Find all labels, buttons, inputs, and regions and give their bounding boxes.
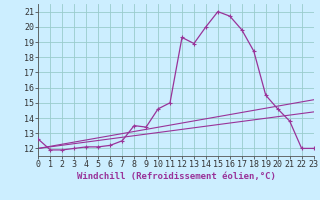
X-axis label: Windchill (Refroidissement éolien,°C): Windchill (Refroidissement éolien,°C)	[76, 172, 276, 181]
